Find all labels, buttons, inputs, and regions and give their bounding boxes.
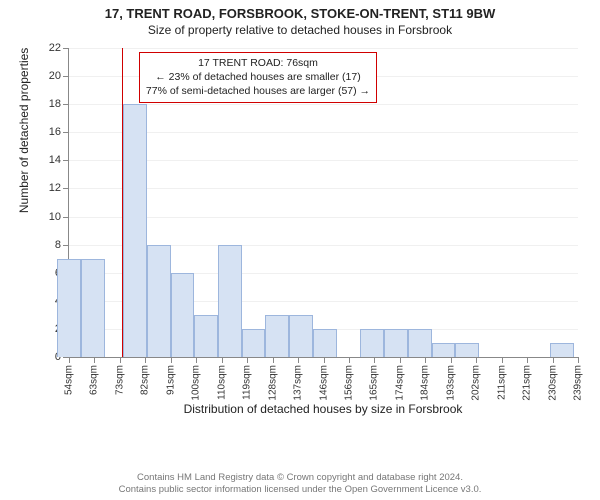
x-tick	[553, 357, 554, 363]
bar	[289, 315, 313, 357]
x-tick-label: 239sqm	[573, 365, 584, 401]
bar	[194, 315, 218, 357]
x-tick-label: 221sqm	[522, 365, 533, 401]
x-tick-label: 184sqm	[420, 365, 431, 401]
callout-box: 17 TRENT ROAD: 76sqm ← 23% of detached h…	[139, 52, 377, 103]
bar	[265, 315, 289, 357]
x-tick-label: 82sqm	[140, 365, 151, 395]
bar	[242, 329, 266, 357]
y-tick	[63, 48, 69, 49]
footer-line-2: Contains public sector information licen…	[0, 484, 600, 496]
bar	[218, 245, 242, 357]
x-tick-label: 63sqm	[89, 365, 100, 395]
y-tick	[63, 217, 69, 218]
x-tick	[298, 357, 299, 363]
y-tick-label: 8	[55, 239, 61, 251]
x-tick-label: 165sqm	[369, 365, 380, 401]
y-tick-label: 10	[49, 211, 61, 223]
chart-title-main: 17, TRENT ROAD, FORSBROOK, STOKE-ON-TREN…	[0, 6, 600, 21]
x-tick	[120, 357, 121, 363]
x-tick-label: 193sqm	[445, 365, 456, 401]
x-tick-label: 91sqm	[165, 365, 176, 395]
x-tick-label: 54sqm	[64, 365, 75, 395]
bar	[384, 329, 408, 357]
chart-title-sub: Size of property relative to detached ho…	[0, 23, 600, 37]
x-tick-label: 174sqm	[394, 365, 405, 401]
bar	[57, 259, 81, 357]
bar	[81, 259, 105, 357]
x-tick	[196, 357, 197, 363]
x-tick	[425, 357, 426, 363]
bar	[360, 329, 384, 357]
gridline	[69, 48, 578, 49]
bar	[432, 343, 456, 357]
y-tick	[63, 132, 69, 133]
bar	[171, 273, 195, 357]
y-tick-label: 18	[49, 98, 61, 110]
x-tick-label: 230sqm	[547, 365, 558, 401]
y-tick	[63, 245, 69, 246]
y-tick-label: 20	[49, 70, 61, 82]
y-tick	[63, 104, 69, 105]
x-axis-label: Distribution of detached houses by size …	[68, 402, 578, 416]
y-tick	[63, 160, 69, 161]
y-tick-label: 12	[49, 182, 61, 194]
x-tick-label: 128sqm	[267, 365, 278, 401]
x-tick	[171, 357, 172, 363]
x-tick-label: 119sqm	[242, 365, 253, 400]
callout-line-2: ← 23% of detached houses are smaller (17…	[146, 70, 370, 84]
bar	[408, 329, 432, 357]
footer-attribution: Contains HM Land Registry data © Crown c…	[0, 472, 600, 496]
x-tick	[222, 357, 223, 363]
x-tick-label: 211sqm	[496, 365, 507, 400]
x-tick	[502, 357, 503, 363]
x-tick-label: 137sqm	[293, 365, 304, 401]
y-tick-label: 22	[49, 42, 61, 54]
plot-area: 024681012141618202254sqm63sqm73sqm82sqm9…	[68, 48, 578, 358]
x-tick	[324, 357, 325, 363]
x-tick-label: 100sqm	[191, 365, 202, 401]
highlight-line	[122, 48, 123, 357]
x-tick	[247, 357, 248, 363]
y-axis-label: Number of detached properties	[17, 48, 31, 213]
x-tick-label: 202sqm	[471, 365, 482, 401]
y-tick-label: 16	[49, 126, 61, 138]
chart-title-block: 17, TRENT ROAD, FORSBROOK, STOKE-ON-TREN…	[0, 0, 600, 37]
footer-line-1: Contains HM Land Registry data © Crown c…	[0, 472, 600, 484]
x-tick-label: 110sqm	[216, 365, 227, 400]
x-tick	[273, 357, 274, 363]
x-tick	[451, 357, 452, 363]
x-tick-label: 73sqm	[114, 365, 125, 395]
bar	[550, 343, 574, 357]
x-tick	[476, 357, 477, 363]
bar	[123, 104, 147, 357]
chart-area: Number of detached properties 0246810121…	[38, 48, 578, 418]
bar	[313, 329, 337, 357]
x-tick	[69, 357, 70, 363]
x-tick	[349, 357, 350, 363]
y-tick	[63, 76, 69, 77]
bar	[147, 245, 171, 357]
x-tick	[400, 357, 401, 363]
bar	[455, 343, 479, 357]
x-tick-label: 156sqm	[343, 365, 354, 401]
x-tick-label: 146sqm	[318, 365, 329, 401]
x-tick	[578, 357, 579, 363]
x-tick	[145, 357, 146, 363]
x-tick	[94, 357, 95, 363]
x-tick	[527, 357, 528, 363]
y-tick-label: 14	[49, 154, 61, 166]
callout-line-1: 17 TRENT ROAD: 76sqm	[146, 56, 370, 70]
y-tick	[63, 188, 69, 189]
x-tick	[374, 357, 375, 363]
callout-line-3: 77% of semi-detached houses are larger (…	[146, 84, 370, 98]
